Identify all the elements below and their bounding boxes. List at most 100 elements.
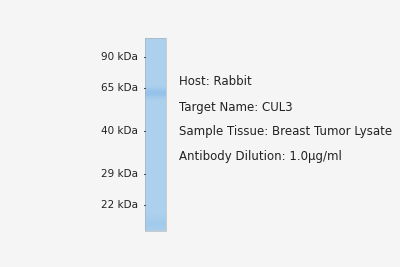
Bar xyxy=(144,121,166,122)
Bar xyxy=(144,123,166,124)
Bar xyxy=(144,44,166,45)
Bar xyxy=(144,114,166,115)
Bar xyxy=(144,224,166,225)
Bar xyxy=(144,209,166,210)
Bar xyxy=(144,54,166,55)
Bar xyxy=(144,115,166,116)
Bar xyxy=(144,140,166,141)
Bar xyxy=(144,89,166,90)
Bar xyxy=(144,111,166,112)
Bar xyxy=(144,147,166,148)
Bar xyxy=(144,214,166,215)
Bar xyxy=(144,206,166,207)
Bar xyxy=(144,48,166,49)
Bar xyxy=(144,136,166,138)
Bar xyxy=(144,65,166,66)
Bar xyxy=(144,67,166,68)
Bar xyxy=(144,133,166,134)
Bar xyxy=(144,166,166,167)
Bar xyxy=(144,225,166,226)
Bar xyxy=(144,50,166,51)
Bar xyxy=(144,131,166,132)
Bar xyxy=(144,39,166,40)
Bar xyxy=(144,112,166,113)
Bar xyxy=(144,124,166,125)
Bar xyxy=(144,102,166,103)
Bar xyxy=(144,201,166,202)
Bar xyxy=(144,64,166,65)
Bar xyxy=(144,47,166,48)
Bar xyxy=(144,157,166,158)
Text: 90 kDa: 90 kDa xyxy=(102,52,138,62)
Bar xyxy=(144,227,166,228)
Bar xyxy=(144,119,166,120)
Bar xyxy=(144,49,166,50)
Bar xyxy=(144,229,166,230)
Bar xyxy=(144,59,166,60)
Bar xyxy=(144,188,166,189)
Bar xyxy=(144,63,166,64)
Bar xyxy=(144,128,166,129)
Bar xyxy=(144,155,166,156)
Bar xyxy=(144,143,166,144)
Bar xyxy=(144,86,166,87)
Bar xyxy=(144,70,166,71)
Bar xyxy=(144,40,166,41)
Bar xyxy=(144,84,166,85)
Text: 40 kDa: 40 kDa xyxy=(102,126,138,136)
Bar xyxy=(144,126,166,127)
Bar xyxy=(144,180,166,181)
Bar xyxy=(144,53,166,54)
Bar xyxy=(144,48,166,49)
Bar xyxy=(144,225,166,226)
Bar xyxy=(144,46,166,47)
Bar xyxy=(144,171,166,172)
Bar xyxy=(144,200,166,201)
Bar xyxy=(144,192,166,193)
Bar xyxy=(144,62,166,63)
Bar xyxy=(144,43,166,44)
Bar xyxy=(144,100,166,101)
Bar xyxy=(144,142,166,143)
Bar xyxy=(144,200,166,201)
Bar xyxy=(144,220,166,221)
Bar xyxy=(144,150,166,151)
Bar xyxy=(144,189,166,190)
Bar xyxy=(144,89,166,91)
Bar xyxy=(144,42,166,43)
Bar xyxy=(144,38,166,39)
Bar xyxy=(144,191,166,192)
Bar xyxy=(144,73,166,74)
Bar xyxy=(144,55,166,56)
Bar xyxy=(144,41,166,42)
Bar xyxy=(144,167,166,168)
Bar xyxy=(144,76,166,77)
Bar xyxy=(144,135,166,136)
Bar xyxy=(144,79,166,80)
Bar xyxy=(144,80,166,81)
Bar xyxy=(144,222,166,223)
Bar xyxy=(144,217,166,218)
Text: 29 kDa: 29 kDa xyxy=(101,169,138,179)
Bar xyxy=(144,129,166,130)
Bar xyxy=(144,174,166,175)
Bar xyxy=(144,167,166,168)
Bar xyxy=(144,69,166,70)
Bar xyxy=(144,85,166,86)
Bar xyxy=(144,223,166,224)
Bar xyxy=(144,130,166,131)
Bar xyxy=(144,137,166,138)
Bar xyxy=(144,60,166,61)
Bar xyxy=(144,78,166,79)
Bar xyxy=(144,160,166,161)
Bar xyxy=(144,104,166,105)
Bar xyxy=(144,181,166,182)
Bar xyxy=(144,219,166,220)
Bar xyxy=(144,176,166,177)
Bar xyxy=(144,229,166,230)
Bar xyxy=(144,106,166,107)
Bar xyxy=(144,211,166,212)
Bar xyxy=(144,104,166,105)
Bar xyxy=(144,101,166,102)
Bar xyxy=(144,134,166,135)
